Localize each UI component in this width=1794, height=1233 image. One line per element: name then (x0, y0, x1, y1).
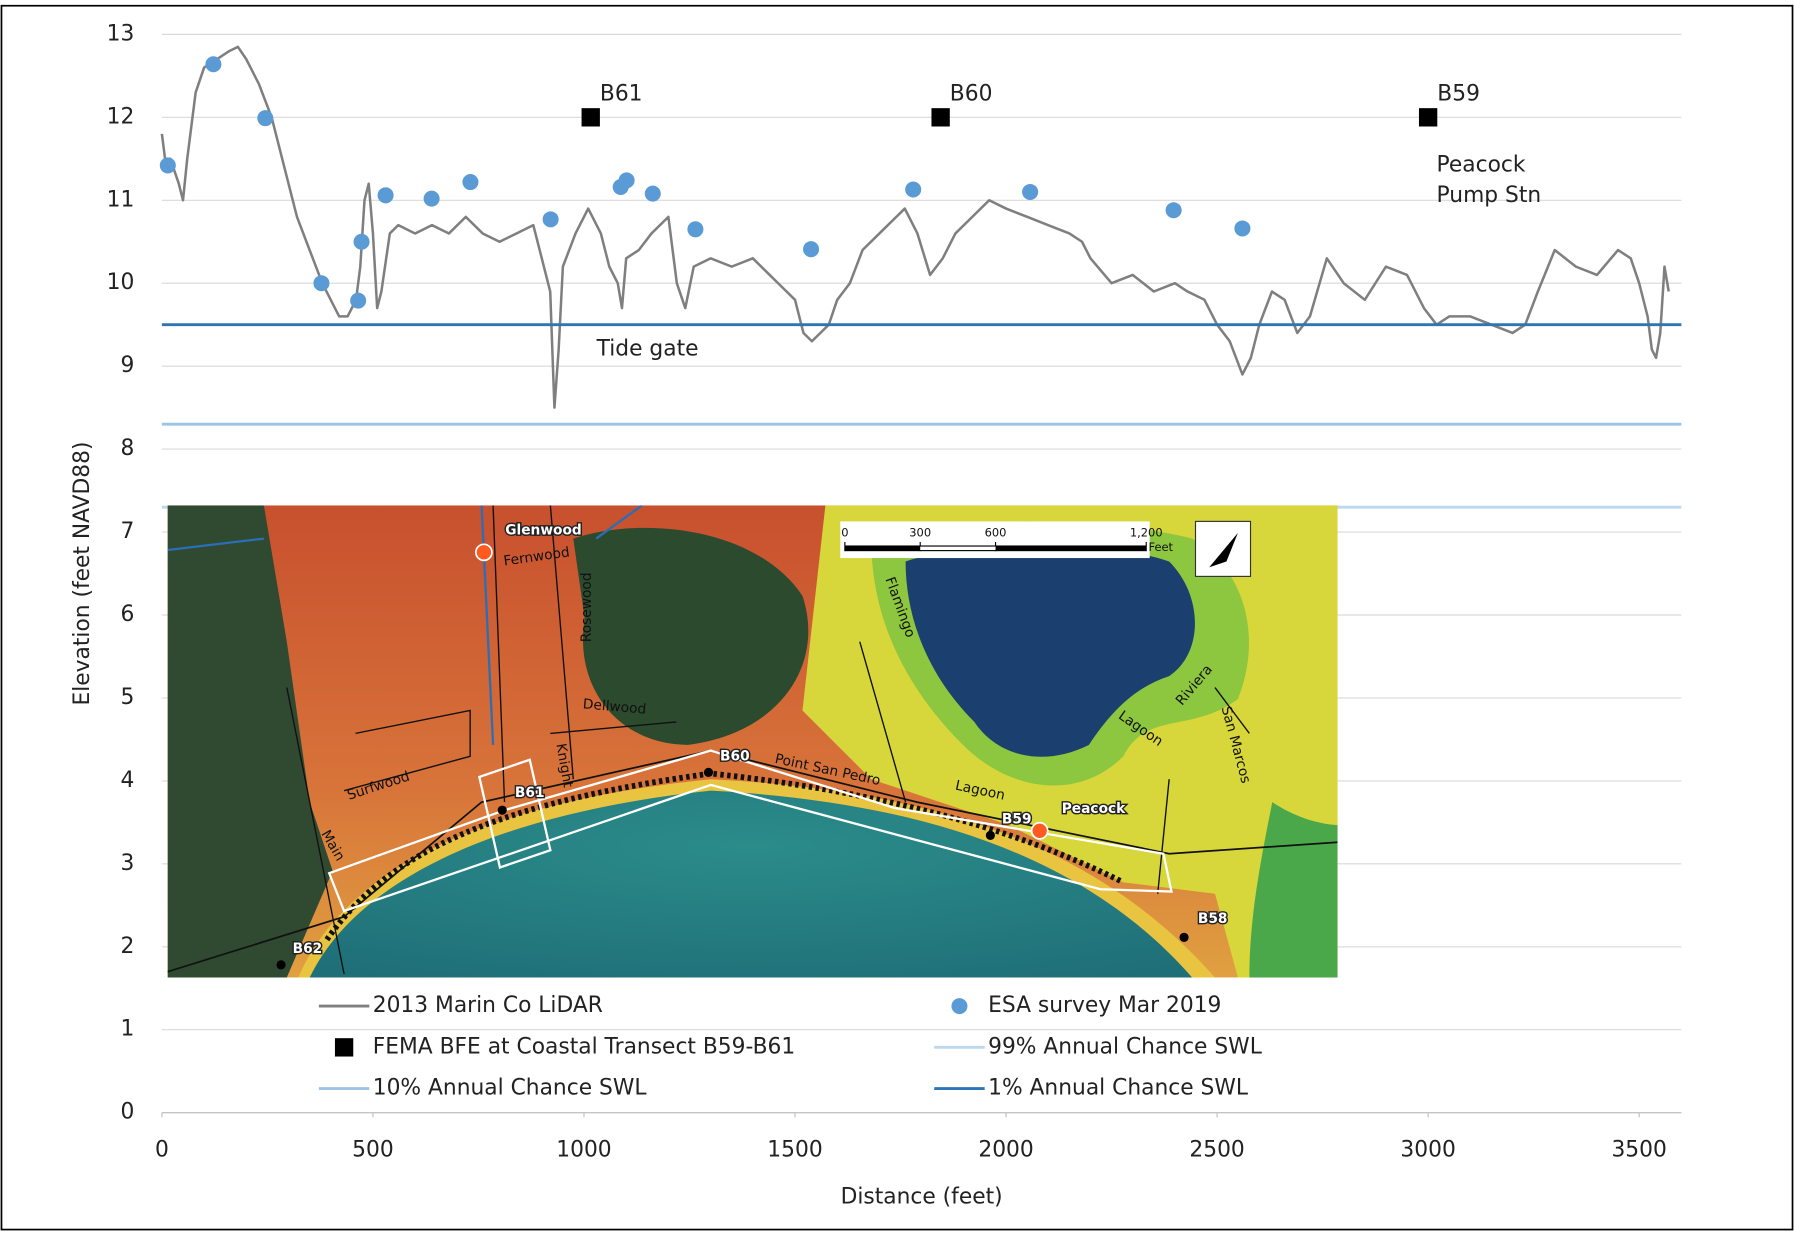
point-label: B59 (1437, 81, 1480, 106)
map-transect-point (985, 830, 995, 840)
y-tick-label: 7 (121, 519, 135, 544)
y-tick-label: 4 (121, 768, 135, 793)
x-tick-label: 2000 (978, 1137, 1033, 1162)
scale-label: 1,200 (1130, 525, 1163, 539)
map-scale-box (840, 521, 1150, 559)
map-pump-station (475, 543, 493, 562)
map-transect-point (497, 805, 507, 815)
marker-circle (1165, 202, 1182, 219)
y-tick-label: 11 (107, 187, 135, 212)
legend-label: FEMA BFE at Coastal Transect B59-B61 (373, 1034, 795, 1059)
x-tick-label: 1500 (767, 1137, 822, 1162)
scale-unit: Feet (1149, 540, 1174, 554)
x-tick-label: 2500 (1189, 1137, 1244, 1162)
map-bay (309, 790, 1193, 978)
marker-circle (353, 233, 370, 250)
scale-label: 0 (841, 525, 848, 539)
map-label: B58 (1198, 911, 1228, 927)
marker-circle (462, 174, 479, 191)
inset-map: GlenwoodFernwoodRosewoodDellwoodKnightSu… (167, 505, 1338, 978)
marker-square (931, 108, 950, 127)
marker-circle (542, 211, 559, 228)
y-tick-label: 5 (121, 685, 135, 710)
scale-label: 600 (985, 525, 1007, 539)
map-shoreline (324, 770, 1125, 942)
marker-square (581, 108, 600, 127)
map-label: B62 (293, 941, 323, 957)
marker-circle (803, 241, 820, 258)
annotation: Tide gate (596, 337, 699, 362)
map-transect-point (703, 767, 714, 777)
marker-square (1418, 108, 1438, 127)
map-lagoon (905, 544, 1195, 757)
marker-circle (1022, 183, 1039, 200)
marker-circle (377, 187, 394, 204)
y-tick-label: 8 (121, 436, 135, 461)
legend-label: 99% Annual Chance SWL (988, 1034, 1263, 1059)
marker-circle (423, 190, 440, 207)
y-axis-title: Elevation (feet NAVD88) (70, 442, 95, 706)
marker-circle (1234, 220, 1251, 237)
map-north-arrow (1194, 520, 1252, 577)
legend-label: 2013 Marin Co LiDAR (373, 993, 603, 1018)
x-tick-label: 3000 (1400, 1137, 1455, 1162)
map-label: Peacock (1062, 801, 1126, 817)
legend-label: ESA survey Mar 2019 (988, 993, 1221, 1018)
x-tick-label: 500 (352, 1137, 394, 1162)
marker-circle (350, 292, 367, 309)
marker-circle (618, 172, 635, 189)
marker-circle (159, 157, 176, 174)
map-road (286, 505, 1250, 975)
map-label: Rosewood (579, 572, 595, 642)
y-tick-label: 3 (121, 851, 135, 876)
map-label: Knight (552, 742, 576, 789)
legend-label: 10% Annual Chance SWL (373, 1076, 648, 1101)
map-label: Glenwood (505, 523, 582, 539)
marker-circle (313, 275, 330, 292)
y-tick-label: 10 (107, 270, 135, 295)
map-transect-box (477, 758, 552, 869)
map-label: B59 (1002, 811, 1032, 827)
marker-circle (644, 185, 661, 202)
y-tick-label: 1 (121, 1017, 135, 1042)
series-line (160, 45, 1670, 409)
frame (0, 4, 1794, 1231)
map-trees (167, 505, 333, 978)
marker-circle (905, 181, 922, 198)
map-pump-station (1030, 821, 1049, 840)
map-transect-point (276, 960, 286, 970)
marker-circle (687, 221, 704, 238)
map-transect-box (327, 749, 1173, 913)
legend-swatch (334, 1038, 354, 1057)
x-axis-title: Distance (feet) (841, 1184, 1003, 1209)
scale-bar-segment (920, 546, 996, 551)
marker-circle (205, 56, 222, 73)
x-tick-label: 3500 (1611, 1137, 1666, 1162)
x-tick-label: 0 (155, 1137, 169, 1162)
map-label: B61 (515, 785, 545, 801)
map-trees (573, 527, 809, 745)
point-label: B60 (950, 81, 993, 106)
x-tick-label: 1000 (556, 1137, 611, 1162)
scale-label: 300 (909, 525, 931, 539)
annotation: Peacock (1437, 152, 1526, 177)
annotation: Pump Stn (1437, 183, 1542, 208)
map-label: B60 (720, 748, 750, 764)
point-label: B61 (600, 81, 643, 106)
y-tick-label: 12 (107, 104, 135, 129)
y-tick-label: 6 (121, 602, 135, 627)
legend-swatch (951, 998, 968, 1015)
y-tick-label: 0 (121, 1100, 135, 1125)
legend-label: 1% Annual Chance SWL (988, 1076, 1249, 1101)
y-tick-label: 13 (107, 21, 135, 46)
y-tick-label: 2 (121, 934, 135, 959)
map-label: Dellwood (582, 696, 647, 717)
map-transect-point (1179, 932, 1189, 942)
y-tick-label: 9 (121, 353, 135, 378)
marker-circle (257, 110, 274, 127)
